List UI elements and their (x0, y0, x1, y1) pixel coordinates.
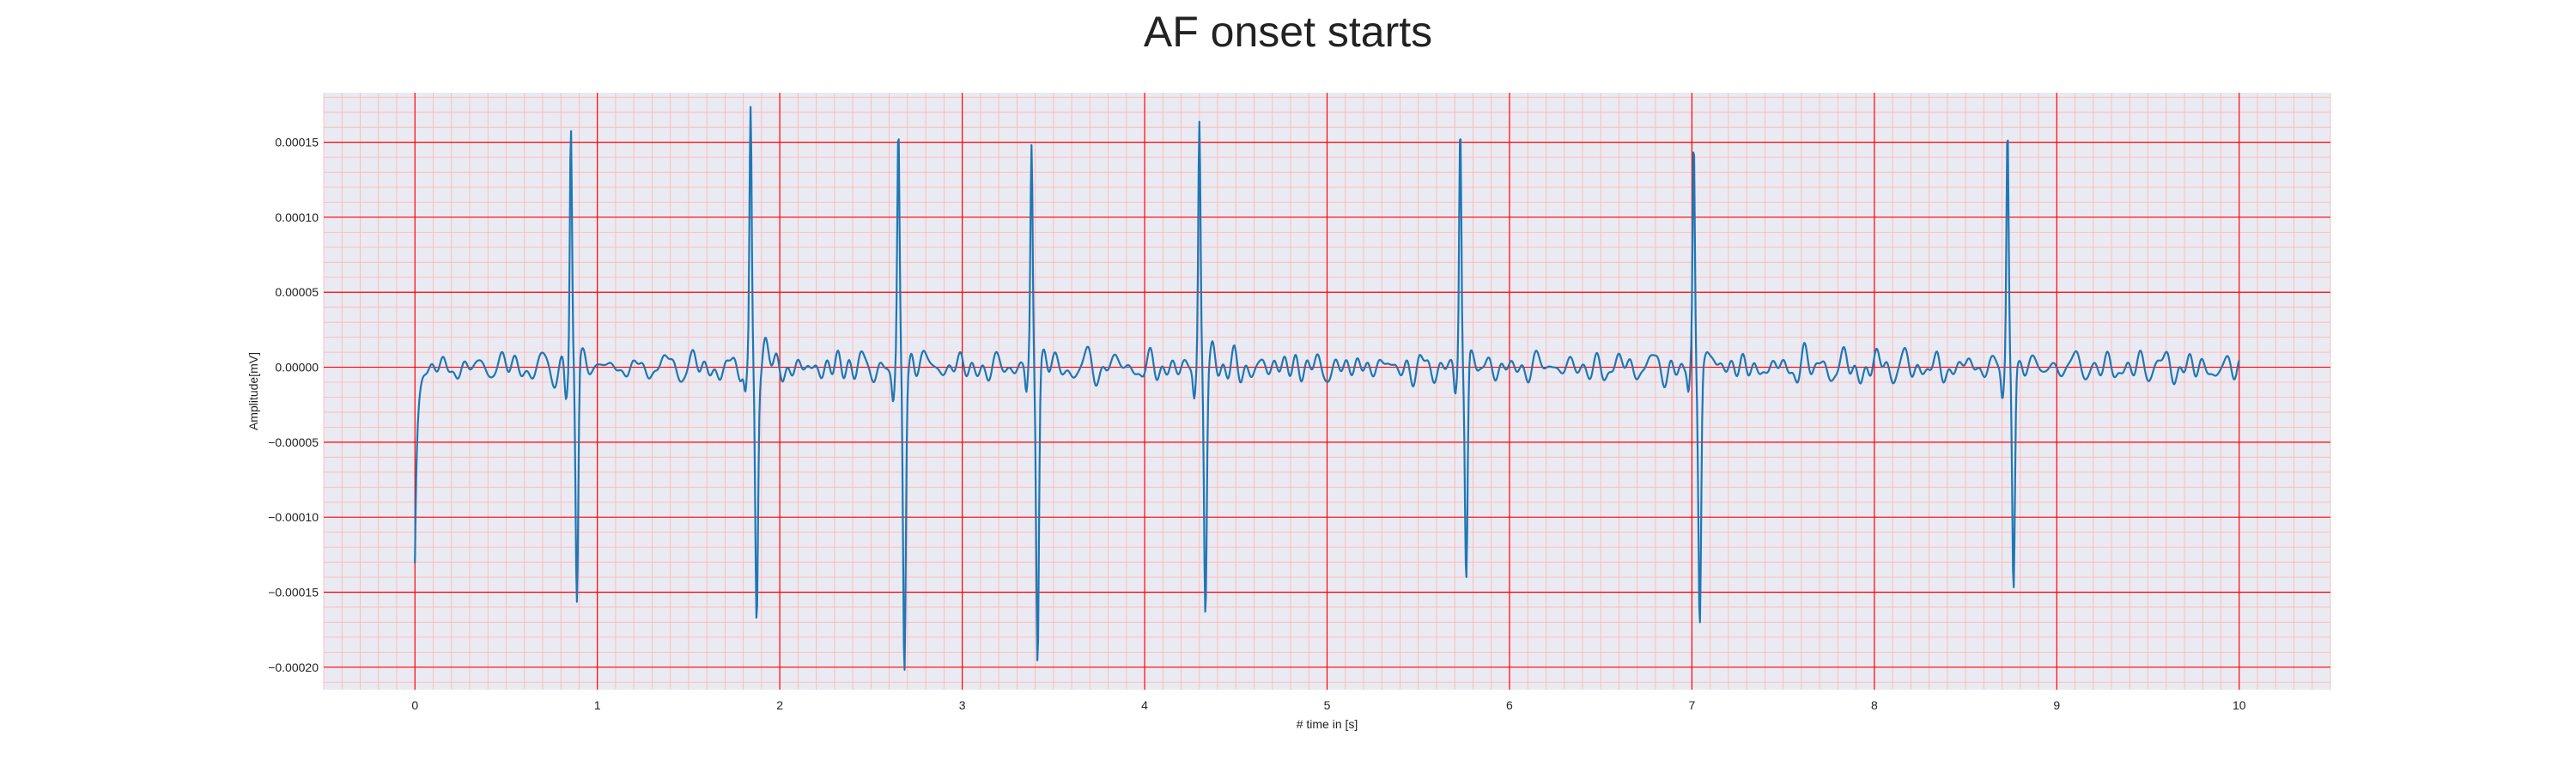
major-grid (324, 93, 2330, 690)
x-tick-label: 3 (959, 698, 966, 712)
y-tick-labels: 0.00015 0.00010 0.00005 0.00000 −0.00005 −0.0… (268, 136, 319, 674)
x-tick-label: 1 (594, 698, 601, 712)
y-tick-label: −0.00020 (268, 660, 319, 674)
x-tick-label: 9 (2053, 698, 2060, 712)
x-tick-label: 5 (1324, 698, 1331, 712)
x-tick-label: 8 (1871, 698, 1878, 712)
x-tick-label: 6 (1506, 698, 1513, 712)
y-tick-label: −0.00015 (268, 585, 319, 599)
y-tick-label: 0.00000 (275, 361, 319, 374)
y-axis-label: Amplitude[mV] (246, 352, 260, 430)
y-tick-label: 0.00005 (275, 285, 319, 299)
x-tick-label: 0 (411, 698, 418, 712)
ecg-series-line (414, 106, 2240, 671)
x-tick-label: 2 (776, 698, 783, 712)
x-tick-label: 7 (1689, 698, 1696, 712)
x-tick-labels: 0 1 2 3 4 5 6 7 8 9 10 (411, 698, 2245, 712)
y-tick-label: 0.00015 (275, 136, 319, 149)
x-axis-label: # time in [s] (1297, 717, 1358, 731)
y-tick-label: 0.00010 (275, 210, 319, 224)
y-tick-label: −0.00010 (268, 510, 319, 524)
chart-title: AF onset starts (1143, 8, 1433, 56)
x-tick-label: 10 (2233, 698, 2246, 712)
y-tick-label: −0.00005 (268, 435, 319, 449)
x-tick-label: 4 (1141, 698, 1148, 712)
